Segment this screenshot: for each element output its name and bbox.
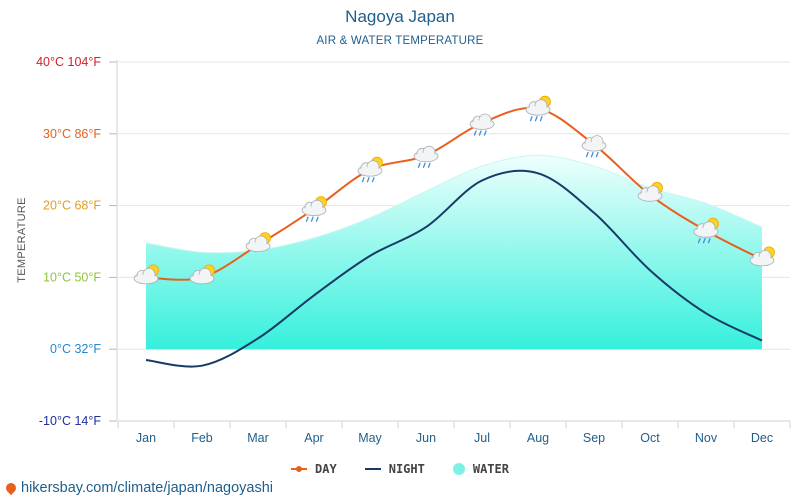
weather-rain-sun-icon	[693, 217, 719, 244]
source-link[interactable]: hikersbay.com/climate/japan/nagoyashi	[3, 480, 274, 496]
x-tick-label: Oct	[640, 431, 660, 445]
legend-day-swatch	[291, 466, 308, 472]
chart-title: Nagoya Japan	[345, 7, 455, 26]
chart-subtitle: AIR & WATER TEMPERATURE	[316, 35, 484, 47]
location-pin-icon	[3, 480, 19, 496]
weather-partly-cloudy-icon	[245, 232, 271, 253]
legend-water-label: WATER	[472, 462, 509, 476]
x-tick-label: Jul	[474, 431, 490, 445]
x-tick-label: Mar	[247, 431, 269, 445]
legend: DAY NIGHT WATER	[0, 462, 800, 476]
weather-rain-icon	[469, 113, 495, 136]
source-text: hikersbay.com/climate/japan/nagoyashi	[21, 480, 274, 496]
y-tick-label: 0°C 32°F	[50, 342, 101, 356]
x-tick-label: Apr	[304, 431, 323, 445]
legend-night[interactable]: NIGHT	[364, 462, 425, 476]
legend-day-label: DAY	[315, 462, 337, 476]
legend-day[interactable]: DAY	[291, 462, 337, 476]
x-tick-label: Dec	[751, 431, 773, 445]
y-tick-label: 40°C 104°F	[36, 55, 101, 69]
night-line	[145, 169, 763, 368]
weather-rain-icon	[413, 145, 439, 168]
x-tick-label: Nov	[695, 431, 718, 445]
water-area	[146, 155, 762, 350]
x-tick-label: Sep	[583, 431, 605, 445]
x-tick-label: Feb	[191, 431, 213, 445]
x-tick-label: May	[358, 431, 382, 445]
y-tick-label: -10°C 14°F	[39, 414, 101, 428]
temperature-chart: 40°C 104°F 30°C 86°F 20°C 68°F 10°C 50°F 0°C…	[16, 55, 791, 445]
legend-water-swatch	[452, 463, 465, 475]
weather-partly-cloudy-icon	[133, 264, 159, 285]
legend-night-label: NIGHT	[388, 462, 425, 476]
weather-partly-cloudy-icon	[637, 181, 663, 202]
y-axis-label: TEMPERATURE	[16, 197, 28, 283]
y-tick-label: 20°C 68°F	[43, 199, 101, 213]
y-tick-label: 10°C 50°F	[43, 270, 101, 284]
weather-partly-cloudy-icon	[749, 246, 775, 267]
weather-partly-cloudy-icon	[189, 264, 215, 285]
weather-rain-sun-icon	[525, 95, 551, 122]
weather-rain-sun-icon	[357, 156, 383, 183]
x-tick-label: Jan	[136, 431, 156, 445]
legend-water[interactable]: WATER	[452, 462, 509, 476]
legend-night-swatch	[364, 468, 381, 470]
x-tick-label: Jun	[416, 431, 436, 445]
weather-rain-sun-icon	[301, 196, 327, 222]
weather-rain-icon	[581, 135, 607, 158]
x-tick-label: Aug	[527, 431, 549, 445]
y-tick-label: 30°C 86°F	[43, 127, 101, 141]
